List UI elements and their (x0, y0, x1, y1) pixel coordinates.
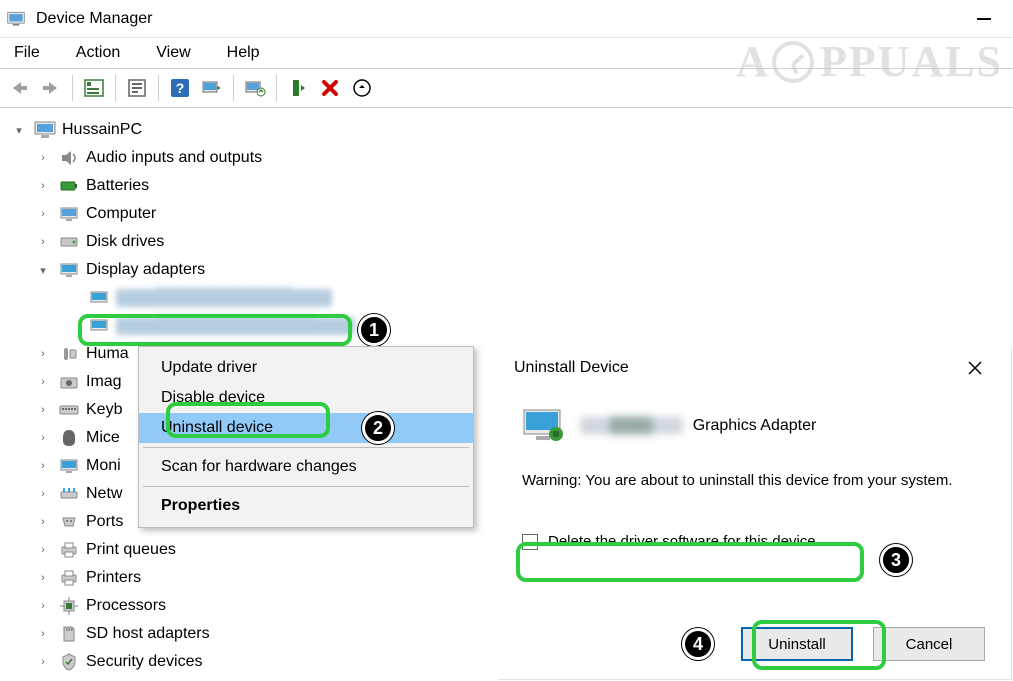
callout-4: 4 (682, 628, 714, 660)
update-driver-button[interactable] (240, 73, 270, 103)
blurred-device-label: ████████████ (116, 289, 332, 307)
tree-item-batteries[interactable]: › Batteries (6, 172, 1013, 200)
mouse-icon (58, 428, 80, 448)
blurred-device-name: ████ (580, 417, 683, 434)
highlight-uninstall-button (752, 620, 886, 670)
display-icon (88, 288, 110, 308)
tree-item-computer[interactable]: › Computer (6, 200, 1013, 228)
hid-icon (58, 344, 80, 364)
device-manager-icon (6, 9, 26, 29)
properties-button[interactable] (122, 73, 152, 103)
audio-icon (58, 148, 80, 168)
show-hidden-button[interactable] (79, 73, 109, 103)
computer-icon (58, 204, 80, 224)
network-icon (58, 484, 80, 504)
enable-button[interactable] (283, 73, 313, 103)
chevron-right-icon[interactable]: › (34, 404, 52, 416)
display-icon (58, 260, 80, 280)
menu-file[interactable]: File (8, 42, 46, 64)
callout-1: 1 (358, 314, 390, 346)
chevron-right-icon[interactable]: › (34, 348, 52, 360)
dialog-device-row: ████ Graphics Adapter (522, 398, 987, 454)
tree-root[interactable]: ▾ HussainPC (6, 116, 1013, 144)
chevron-right-icon[interactable]: › (34, 432, 52, 444)
context-item-update-driver[interactable]: Update driver (139, 353, 473, 383)
back-button[interactable] (4, 73, 34, 103)
battery-icon (58, 176, 80, 196)
security-icon (58, 652, 80, 672)
chevron-down-icon[interactable]: ▾ (10, 124, 28, 137)
scan-button[interactable] (197, 73, 227, 103)
chevron-right-icon[interactable]: › (34, 544, 52, 556)
tree-item-display-adapters[interactable]: ▾ Display adapters (6, 256, 1013, 284)
imaging-icon (58, 372, 80, 392)
chevron-right-icon[interactable]: › (34, 180, 52, 192)
uninstall-button-toolbar[interactable] (315, 73, 345, 103)
chevron-right-icon[interactable]: › (34, 460, 52, 472)
chevron-right-icon[interactable]: › (34, 376, 52, 388)
chevron-right-icon[interactable]: › (34, 236, 52, 248)
menu-view[interactable]: View (150, 42, 196, 64)
computer-icon (34, 120, 56, 140)
callout-3: 3 (880, 544, 912, 576)
dialog-title: Uninstall Device (514, 359, 629, 377)
chevron-right-icon[interactable]: › (34, 628, 52, 640)
help-button[interactable]: ? (165, 73, 195, 103)
menubar: File Action View Help (0, 38, 1013, 68)
highlight-uninstall-menu-item (166, 402, 330, 438)
svg-text:?: ? (176, 80, 185, 96)
ports-icon (58, 512, 80, 532)
tree-item-disk-drives[interactable]: › Disk drives (6, 228, 1013, 256)
disk-icon (58, 232, 80, 252)
toolbar: ? (0, 68, 1013, 108)
chevron-right-icon[interactable]: › (34, 152, 52, 164)
tree-item-display-child-1[interactable]: ████████████ (6, 284, 1013, 312)
dialog-warning-text: Warning: You are about to uninstall this… (522, 472, 987, 489)
chevron-right-icon[interactable]: › (34, 488, 52, 500)
highlight-selected-adapter (78, 314, 352, 346)
monitor-icon (58, 456, 80, 476)
menu-separator (143, 486, 469, 487)
window-title: Device Manager (36, 10, 153, 28)
menu-action[interactable]: Action (70, 42, 126, 64)
display-icon (522, 408, 566, 444)
menu-help[interactable]: Help (221, 42, 266, 64)
keyboard-icon (58, 400, 80, 420)
dialog-device-name-suffix: Graphics Adapter (693, 417, 817, 434)
sd-icon (58, 624, 80, 644)
chevron-right-icon[interactable]: › (34, 656, 52, 668)
titlebar: Device Manager (0, 0, 1013, 38)
tree-root-label: HussainPC (62, 121, 142, 139)
context-item-properties[interactable]: Properties (139, 491, 473, 521)
callout-2: 2 (362, 412, 394, 444)
chevron-right-icon[interactable]: › (34, 516, 52, 528)
forward-button[interactable] (36, 73, 66, 103)
close-button[interactable] (955, 353, 995, 383)
context-item-scan-hardware[interactable]: Scan for hardware changes (139, 452, 473, 482)
chevron-right-icon[interactable]: › (34, 572, 52, 584)
chevron-right-icon[interactable]: › (34, 208, 52, 220)
printer-icon (58, 540, 80, 560)
dialog-titlebar: Uninstall Device (498, 346, 1011, 390)
tree-item-audio[interactable]: › Audio inputs and outputs (6, 144, 1013, 172)
cancel-button[interactable]: Cancel (873, 627, 985, 661)
chevron-right-icon[interactable]: › (34, 600, 52, 612)
minimize-button[interactable] (961, 5, 1007, 33)
printer-icon (58, 568, 80, 588)
menu-separator (143, 447, 469, 448)
highlight-delete-driver-checkbox (516, 542, 864, 582)
chevron-down-icon[interactable]: ▾ (34, 264, 52, 277)
scan-hardware-button[interactable] (347, 73, 377, 103)
cpu-icon (58, 596, 80, 616)
